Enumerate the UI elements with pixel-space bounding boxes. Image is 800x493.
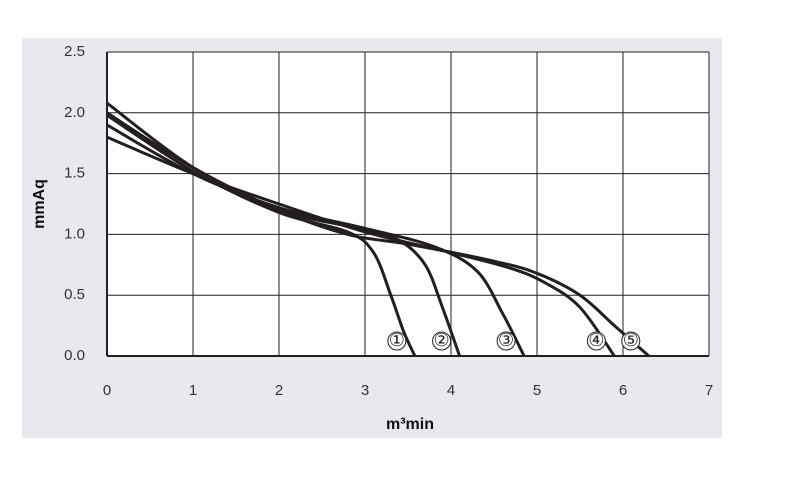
y-tick-label: 0.5 (64, 286, 85, 303)
x-tick-label: 6 (619, 382, 627, 399)
curve-label-circle (621, 331, 641, 351)
x-tick-label: 1 (189, 382, 197, 399)
x-axis-label: m³min (386, 416, 434, 433)
curve-label-circle (432, 331, 452, 351)
curve-label: ④ (588, 330, 604, 351)
plot-area (107, 52, 709, 356)
x-tick-label: 5 (533, 382, 541, 399)
y-tick-label: 2.0 (64, 104, 85, 121)
y-tick-label: 1.5 (64, 165, 85, 182)
x-tick-label: 3 (361, 382, 369, 399)
y-tick-label: 2.5 (64, 43, 85, 60)
curve-label: ① (389, 330, 405, 351)
x-tick-label: 4 (447, 382, 455, 399)
curve-label: ② (434, 330, 450, 351)
x-tick-label: 7 (705, 382, 713, 399)
curve (106, 111, 650, 358)
y-tick-label: 1.0 (64, 225, 85, 242)
curve-label-circle (387, 331, 407, 351)
curve-label: ③ (498, 330, 514, 351)
curve-label: ⑤ (623, 330, 639, 351)
y-tick-label: 0.0 (64, 347, 85, 364)
curve-label-circle (496, 331, 516, 351)
y-axis-label: mmAq (31, 179, 48, 229)
curve-label-circle (586, 331, 606, 351)
x-tick-label: 2 (275, 382, 283, 399)
x-tick-label: 0 (103, 382, 111, 399)
